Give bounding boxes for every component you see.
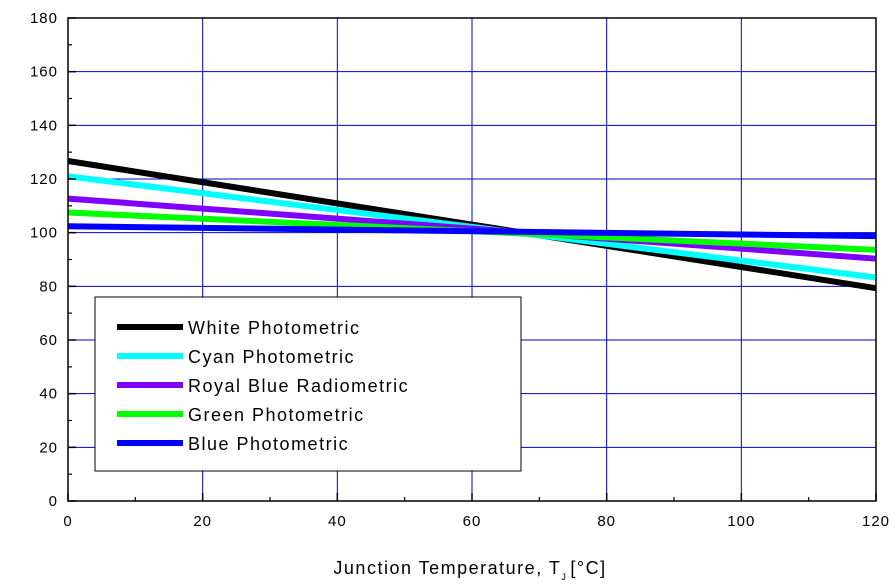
- x-tick-label: 20: [193, 513, 212, 530]
- y-tick-label: 180: [30, 10, 58, 27]
- legend-label: Green Photometric: [188, 405, 365, 425]
- x-tick-label: 100: [727, 513, 755, 530]
- axis-ticks: [67, 17, 877, 502]
- legend: White Photometric Cyan Photometric Royal B…: [94, 296, 522, 472]
- x-tick-label: 0: [63, 513, 72, 530]
- x-tick-label: 120: [862, 513, 890, 530]
- legend-label: Royal Blue Radiometric: [188, 376, 409, 396]
- y-tick-label: 20: [39, 439, 58, 456]
- y-tick-label: 40: [39, 386, 58, 403]
- y-tick-label: 0: [49, 493, 58, 510]
- x-axis-label-subscript: J: [561, 572, 567, 582]
- y-tick-label: 60: [39, 332, 58, 349]
- y-tick-labels: 0 20 40 60 80 100 120 140 160 180: [30, 10, 58, 510]
- x-tick-labels: 0 20 40 60 80 100 120: [63, 513, 890, 530]
- legend-label: Blue Photometric: [188, 434, 349, 454]
- legend-label: White Photometric: [188, 318, 361, 338]
- series-line-blue-photometric: [67, 223, 877, 240]
- x-tick-label: 60: [463, 513, 482, 530]
- x-tick-label: 40: [328, 513, 347, 530]
- y-tick-label: 100: [30, 225, 58, 242]
- y-tick-label: 80: [39, 278, 58, 295]
- legend-label: Cyan Photometric: [188, 347, 355, 367]
- y-tick-label: 140: [30, 117, 58, 134]
- x-axis-label: Junction Temperature, TJ [°C]: [333, 558, 606, 582]
- x-tick-label: 80: [597, 513, 616, 530]
- y-tick-label: 120: [30, 171, 58, 188]
- y-tick-label: 160: [30, 64, 58, 81]
- series-lines: [67, 158, 877, 292]
- x-axis-label-unit: [°C]: [570, 558, 606, 578]
- x-axis-label-text: Junction Temperature, T: [333, 558, 561, 578]
